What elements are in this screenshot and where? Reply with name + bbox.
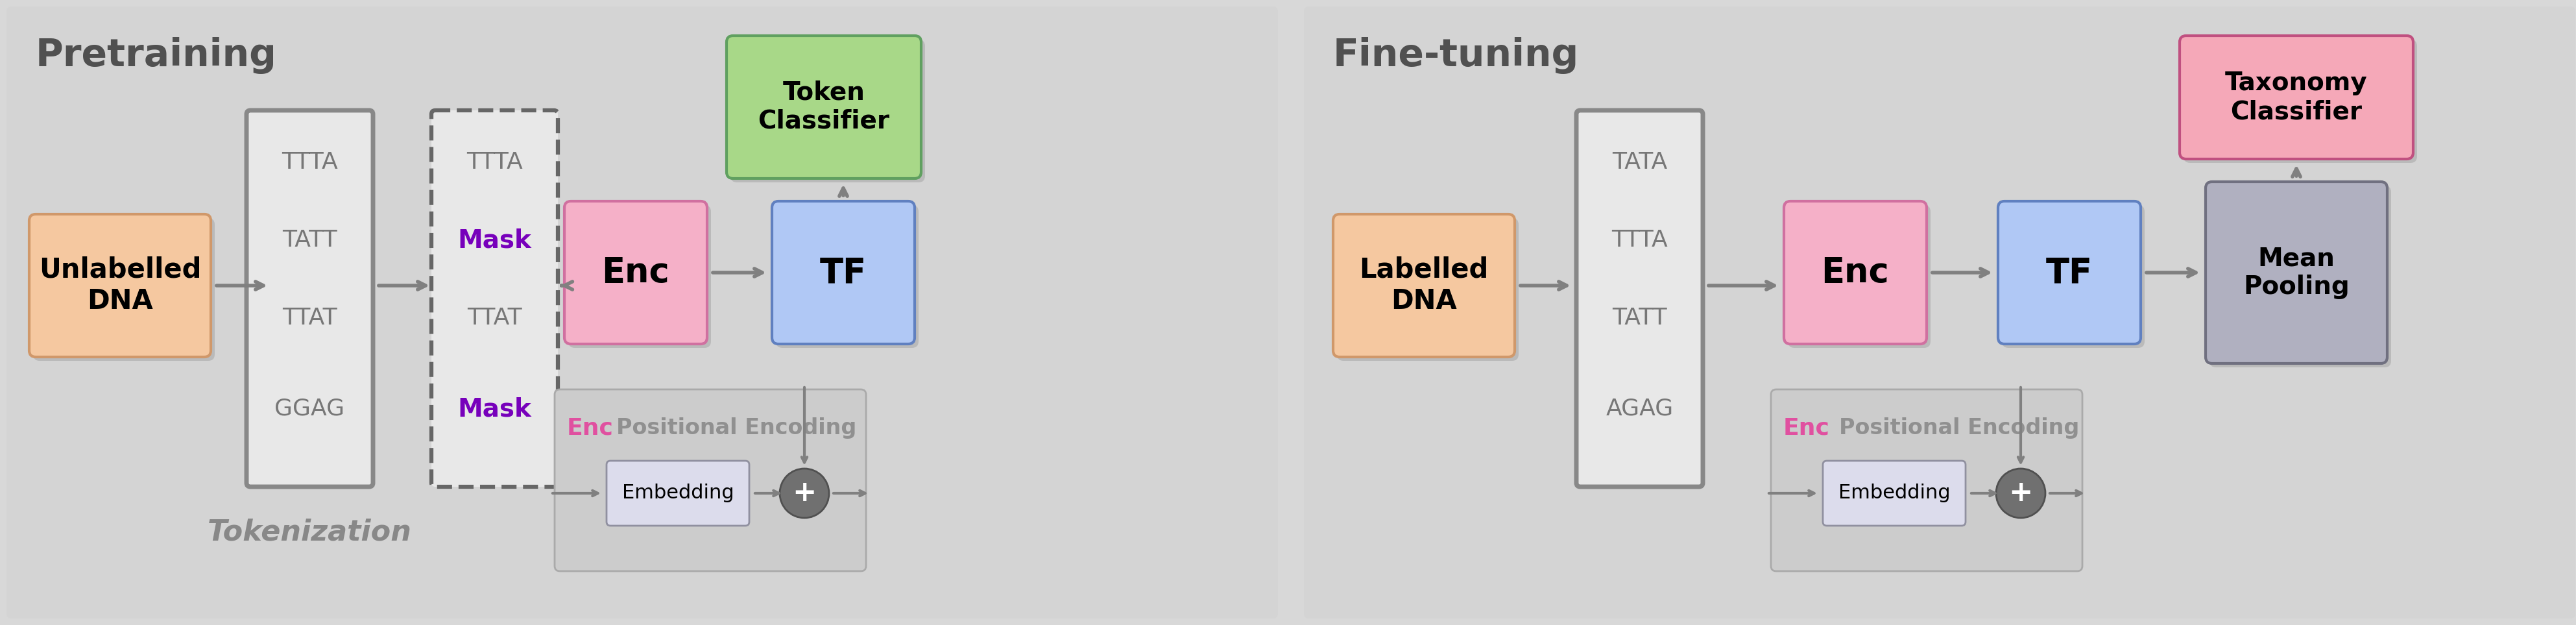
Text: Mean
Pooling: Mean Pooling (2244, 246, 2349, 299)
Text: TTTA: TTTA (466, 151, 523, 173)
Text: +: + (2009, 479, 2032, 508)
FancyBboxPatch shape (247, 111, 374, 487)
FancyBboxPatch shape (1334, 214, 1515, 357)
FancyBboxPatch shape (732, 39, 925, 182)
FancyBboxPatch shape (564, 201, 706, 344)
Text: Labelled
DNA: Labelled DNA (1360, 256, 1489, 315)
FancyBboxPatch shape (1577, 111, 1703, 487)
FancyBboxPatch shape (1788, 205, 1929, 348)
Circle shape (781, 469, 829, 518)
Text: Pretraining: Pretraining (36, 37, 276, 74)
FancyBboxPatch shape (605, 461, 750, 526)
Text: TATT: TATT (283, 229, 337, 251)
Text: TTAT: TTAT (466, 307, 523, 329)
FancyBboxPatch shape (1770, 389, 2081, 571)
Text: TF: TF (2045, 256, 2092, 289)
Text: TATA: TATA (1613, 151, 1667, 173)
Text: TTTA: TTTA (281, 151, 337, 173)
FancyBboxPatch shape (1303, 6, 2576, 619)
Text: Token
Classifier: Token Classifier (757, 81, 889, 134)
Text: Tokenization: Tokenization (209, 518, 412, 546)
Text: Fine-tuning: Fine-tuning (1334, 37, 1579, 74)
Text: TATT: TATT (1613, 307, 1667, 329)
FancyBboxPatch shape (2205, 182, 2388, 364)
Text: Taxonomy
Classifier: Taxonomy Classifier (2226, 71, 2367, 124)
Text: Enc: Enc (603, 256, 670, 289)
FancyBboxPatch shape (1785, 201, 1927, 344)
FancyBboxPatch shape (28, 214, 211, 357)
Text: TTTA: TTTA (1613, 229, 1667, 251)
Text: Positional Encoding: Positional Encoding (1839, 418, 2079, 439)
FancyBboxPatch shape (775, 205, 920, 348)
FancyBboxPatch shape (8, 6, 1278, 619)
FancyBboxPatch shape (1999, 201, 2141, 344)
Text: Mask: Mask (459, 396, 531, 421)
FancyBboxPatch shape (2002, 205, 2146, 348)
Text: TF: TF (819, 256, 866, 289)
FancyBboxPatch shape (2179, 36, 2414, 159)
Text: TTAT: TTAT (283, 307, 337, 329)
Text: Enc: Enc (1821, 256, 1888, 289)
FancyBboxPatch shape (430, 111, 559, 487)
Text: Embedding: Embedding (621, 484, 734, 502)
FancyBboxPatch shape (726, 36, 922, 179)
Text: Embedding: Embedding (1839, 484, 1950, 502)
FancyBboxPatch shape (33, 218, 214, 361)
Text: Enc: Enc (1783, 418, 1829, 439)
FancyBboxPatch shape (2210, 186, 2391, 367)
Text: Mask: Mask (459, 228, 531, 253)
Text: Positional Encoding: Positional Encoding (616, 418, 855, 439)
FancyBboxPatch shape (569, 205, 711, 348)
Circle shape (1996, 469, 2045, 518)
FancyBboxPatch shape (1824, 461, 1965, 526)
Text: Unlabelled
DNA: Unlabelled DNA (39, 256, 201, 315)
FancyBboxPatch shape (554, 389, 866, 571)
Text: AGAG: AGAG (1605, 398, 1674, 420)
Text: +: + (793, 479, 817, 508)
Text: Enc: Enc (567, 418, 613, 439)
FancyBboxPatch shape (2184, 39, 2416, 163)
FancyBboxPatch shape (773, 201, 914, 344)
FancyBboxPatch shape (1337, 218, 1520, 361)
Text: GGAG: GGAG (276, 398, 345, 420)
